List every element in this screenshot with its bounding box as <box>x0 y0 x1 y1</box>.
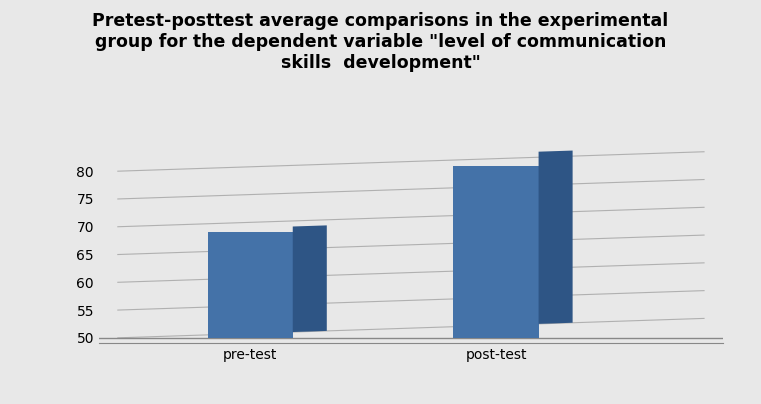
Polygon shape <box>454 151 572 154</box>
Text: Pretest-posttest average comparisons in the experimental
group for the dependent: Pretest-posttest average comparisons in … <box>92 12 669 72</box>
Polygon shape <box>208 225 326 229</box>
Polygon shape <box>539 151 572 324</box>
Polygon shape <box>454 166 539 338</box>
Polygon shape <box>293 225 326 332</box>
Polygon shape <box>208 232 293 338</box>
